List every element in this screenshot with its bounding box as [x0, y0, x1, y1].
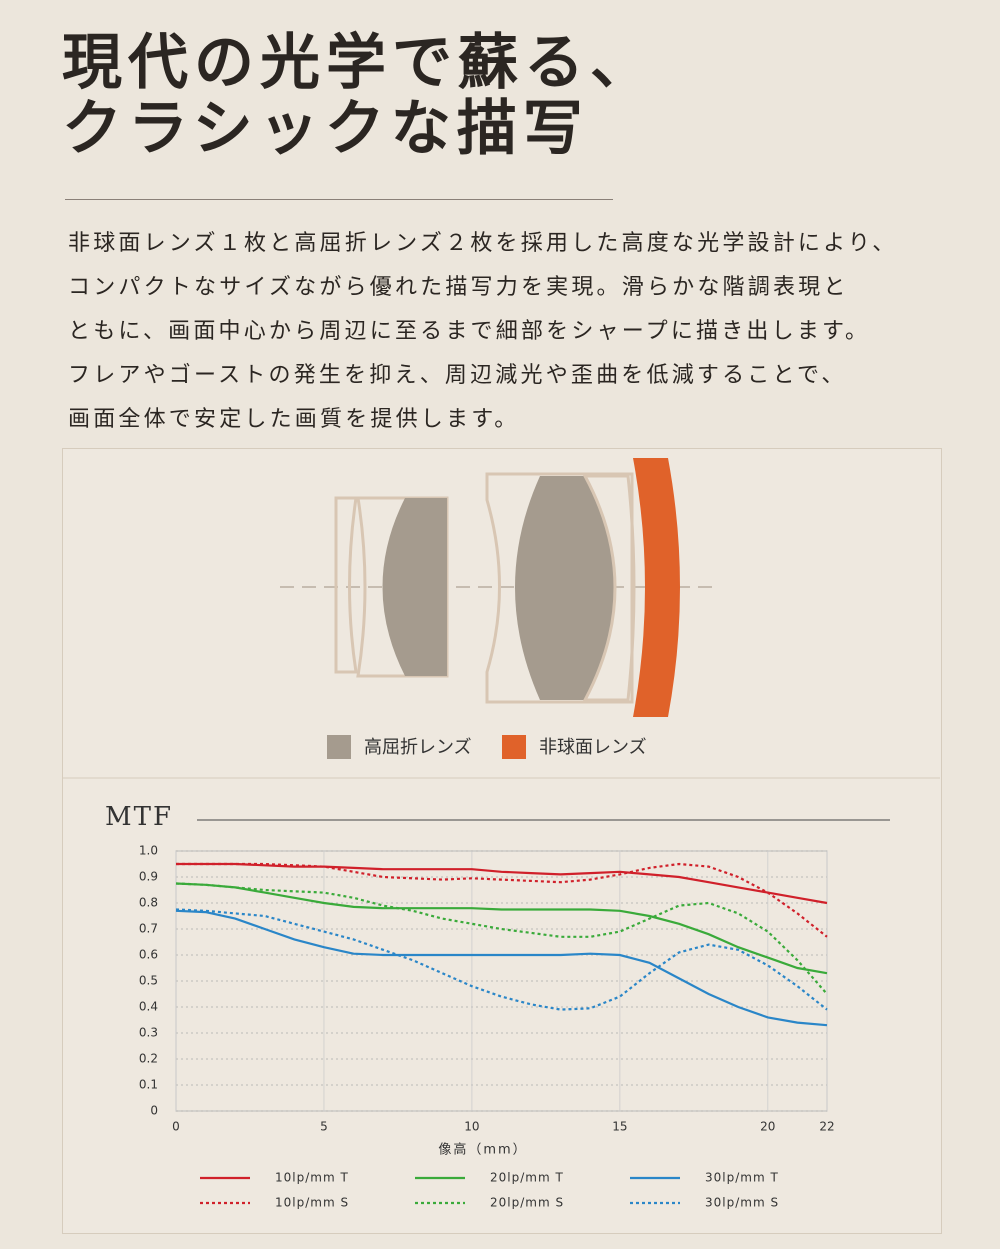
y-tick-label: 0.6 [139, 948, 158, 962]
legend-swatch [502, 735, 526, 759]
legend-label: 非球面レンズ [539, 737, 647, 758]
y-tick-label: 0.5 [139, 974, 158, 988]
legend-label: 10lp/mm T [275, 1171, 349, 1185]
y-tick-label: 0.2 [139, 1052, 158, 1066]
lens-element [334, 496, 358, 674]
chart-title: MTF [105, 802, 173, 832]
x-tick-label: 22 [819, 1120, 834, 1134]
series-line [175, 882, 828, 995]
y-tick-label: 0.4 [139, 1000, 158, 1014]
lens-element [485, 472, 634, 704]
body-line: 画面全体で安定した画質を提供します。 [68, 407, 520, 432]
x-tick-label: 5 [320, 1120, 328, 1134]
body-line: コンパクトなサイズながら優れた描写力を実現。滑らかな階調表現と [68, 275, 849, 300]
legend-swatch [327, 735, 351, 759]
x-tick-label: 15 [612, 1120, 627, 1134]
lens-element [382, 498, 447, 676]
series-line [175, 908, 828, 1011]
legend-label: 高屈折レンズ [364, 737, 472, 758]
y-tick-label: 0 [150, 1104, 158, 1118]
series-line [175, 882, 828, 975]
y-tick-label: 0.1 [139, 1078, 158, 1092]
legend-label: 20lp/mm T [490, 1171, 564, 1185]
series-line [175, 909, 828, 1027]
y-tick-label: 0.8 [139, 896, 158, 910]
lens-element [633, 458, 680, 717]
x-tick-label: 20 [760, 1120, 775, 1134]
title-line: 現代の光学で蘇る、 [62, 28, 656, 98]
legend-label: 10lp/mm S [275, 1196, 349, 1210]
x-tick-label: 10 [464, 1120, 479, 1134]
body-line: 非球面レンズ１枚と高屈折レンズ２枚を採用した高度な光学設計により、 [68, 231, 898, 256]
lens-element [582, 474, 636, 702]
y-tick-label: 0.7 [139, 922, 158, 936]
x-tick-label: 0 [172, 1120, 180, 1134]
body-line: フレアやゴーストの発生を抑え、周辺減光や歪曲を低減することで、 [68, 363, 847, 388]
y-tick-label: 1.0 [139, 844, 158, 858]
y-tick-label: 0.9 [139, 870, 158, 884]
lens-element [356, 496, 449, 678]
body-text: 非球面レンズ１枚と高屈折レンズ２枚を採用した高度な光学設計により、 コンパクトな… [68, 222, 897, 442]
panel [62, 448, 942, 1234]
legend-label: 30lp/mm T [705, 1171, 779, 1185]
lens-diagram [280, 458, 720, 717]
lens-element [515, 476, 615, 700]
title: 現代の光学で蘇る、 クラシックな描写 [62, 30, 656, 162]
x-axis-label: 像高（mm） [438, 1142, 527, 1158]
y-tick-label: 0.3 [139, 1026, 158, 1040]
title-rule [65, 199, 613, 200]
body-line: ともに、画面中心から周辺に至るまで細部をシャープに描き出します。 [68, 319, 871, 344]
legend-label: 30lp/mm S [705, 1196, 779, 1210]
series-line [176, 862, 828, 905]
series-line [176, 862, 828, 938]
title-line: クラシックな描写 [62, 94, 589, 164]
legend-label: 20lp/mm S [490, 1196, 564, 1210]
